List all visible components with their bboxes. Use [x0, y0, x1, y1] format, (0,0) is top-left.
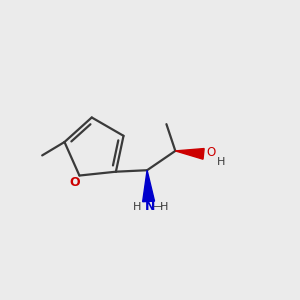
Text: O: O: [69, 176, 80, 189]
Text: —: —: [152, 201, 162, 211]
Polygon shape: [143, 170, 154, 202]
Text: N: N: [145, 200, 155, 213]
Text: H: H: [160, 202, 168, 212]
Polygon shape: [175, 148, 204, 159]
Text: H: H: [217, 157, 225, 167]
Text: O: O: [206, 146, 215, 159]
Text: H: H: [133, 202, 142, 212]
